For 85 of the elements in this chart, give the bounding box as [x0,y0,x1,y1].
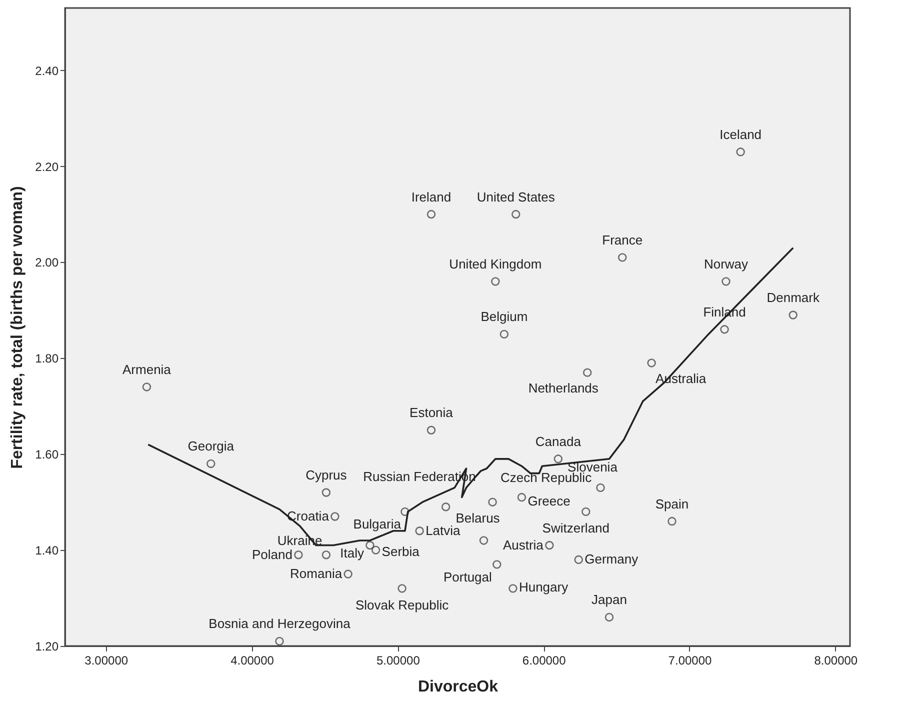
point [142,382,152,392]
point [441,502,450,512]
x-tick-label: 8.00000 [814,654,858,668]
point [366,540,374,550]
point [722,277,730,286]
annotation: Iceland [720,126,762,142]
point [517,492,526,502]
annotation: Hungary [518,579,569,594]
point [618,253,627,262]
annotation: Georgia [188,438,235,454]
annotation: Romania [290,566,343,582]
annotation: Serbia [382,544,420,560]
point [491,277,500,286]
point [736,148,745,156]
annotation: Bosnia and Herzegovina [208,616,352,632]
annotation: Portugal [443,569,492,584]
x-axis-title: DivorceOk [418,678,498,696]
point [275,636,284,646]
y-tick-label: 1.40 [35,544,59,558]
point [788,310,798,320]
point [554,454,563,464]
point [400,507,410,516]
point [647,358,656,368]
x-tick-label: 7.00000 [668,654,712,668]
point [604,612,614,622]
point [330,512,340,521]
y-axis-title: Fertility rate, total (births per woman) [9,186,26,469]
point [371,546,380,554]
annotation: Bulgaria [353,516,402,532]
y-tick-label: 1.80 [35,352,59,366]
y-tick-label: 2.20 [35,160,59,174]
point [720,325,729,334]
point [322,488,331,497]
x-tick-label: 5.00000 [376,654,420,668]
point [500,330,509,339]
point [668,516,676,526]
annotation: Canada [535,434,582,449]
point [582,507,590,516]
point [512,210,520,219]
point [344,570,352,578]
point [545,540,554,550]
point [426,426,436,434]
point [415,526,424,536]
annotation: Ireland [411,189,452,204]
annotation: United States [476,189,556,204]
point [492,560,502,569]
annotation: Belarus [456,510,500,526]
x-tick-label: 3.00000 [84,654,128,668]
annotation: Japan [592,592,627,608]
annotation: Spain [655,496,689,512]
annotation: Netherlands [528,380,599,396]
annotation: Norway [704,256,748,272]
annotation: Greece [528,493,570,508]
annotation: Italy [340,545,364,560]
x-tick-label: 6.00000 [522,654,566,668]
point [322,550,331,560]
point [583,368,592,377]
y-tick-label: 2.40 [35,64,59,78]
point [488,498,497,506]
point [294,550,303,560]
annotation: Cyprus [306,467,348,482]
annotation: Latvia [426,522,462,538]
x-tick-label: 4.00000 [230,654,274,668]
y-tick-label: 2.00 [35,256,59,270]
point [479,536,488,545]
annotation: Denmark [766,290,820,306]
point [206,459,216,468]
annotation: Austria [502,537,544,552]
annotation: Switzerland [542,520,610,536]
annotation: Germany [584,552,639,567]
annotation: United Kingdom [449,256,542,272]
annotation: France [602,232,643,248]
y-tick-label: 1.20 [35,640,59,654]
point [596,483,605,492]
annotation: Armenia [122,362,172,377]
y-tick-label: 1.60 [35,448,59,462]
annotation: Estonia [410,405,454,420]
annotation: Poland [252,546,292,562]
annotation: Belgium [480,309,528,324]
annotation: Slovak Republic [355,597,450,612]
point [426,210,436,219]
point [398,584,406,593]
point [508,584,518,593]
point [574,555,583,564]
annotation: Croatia [287,508,330,524]
